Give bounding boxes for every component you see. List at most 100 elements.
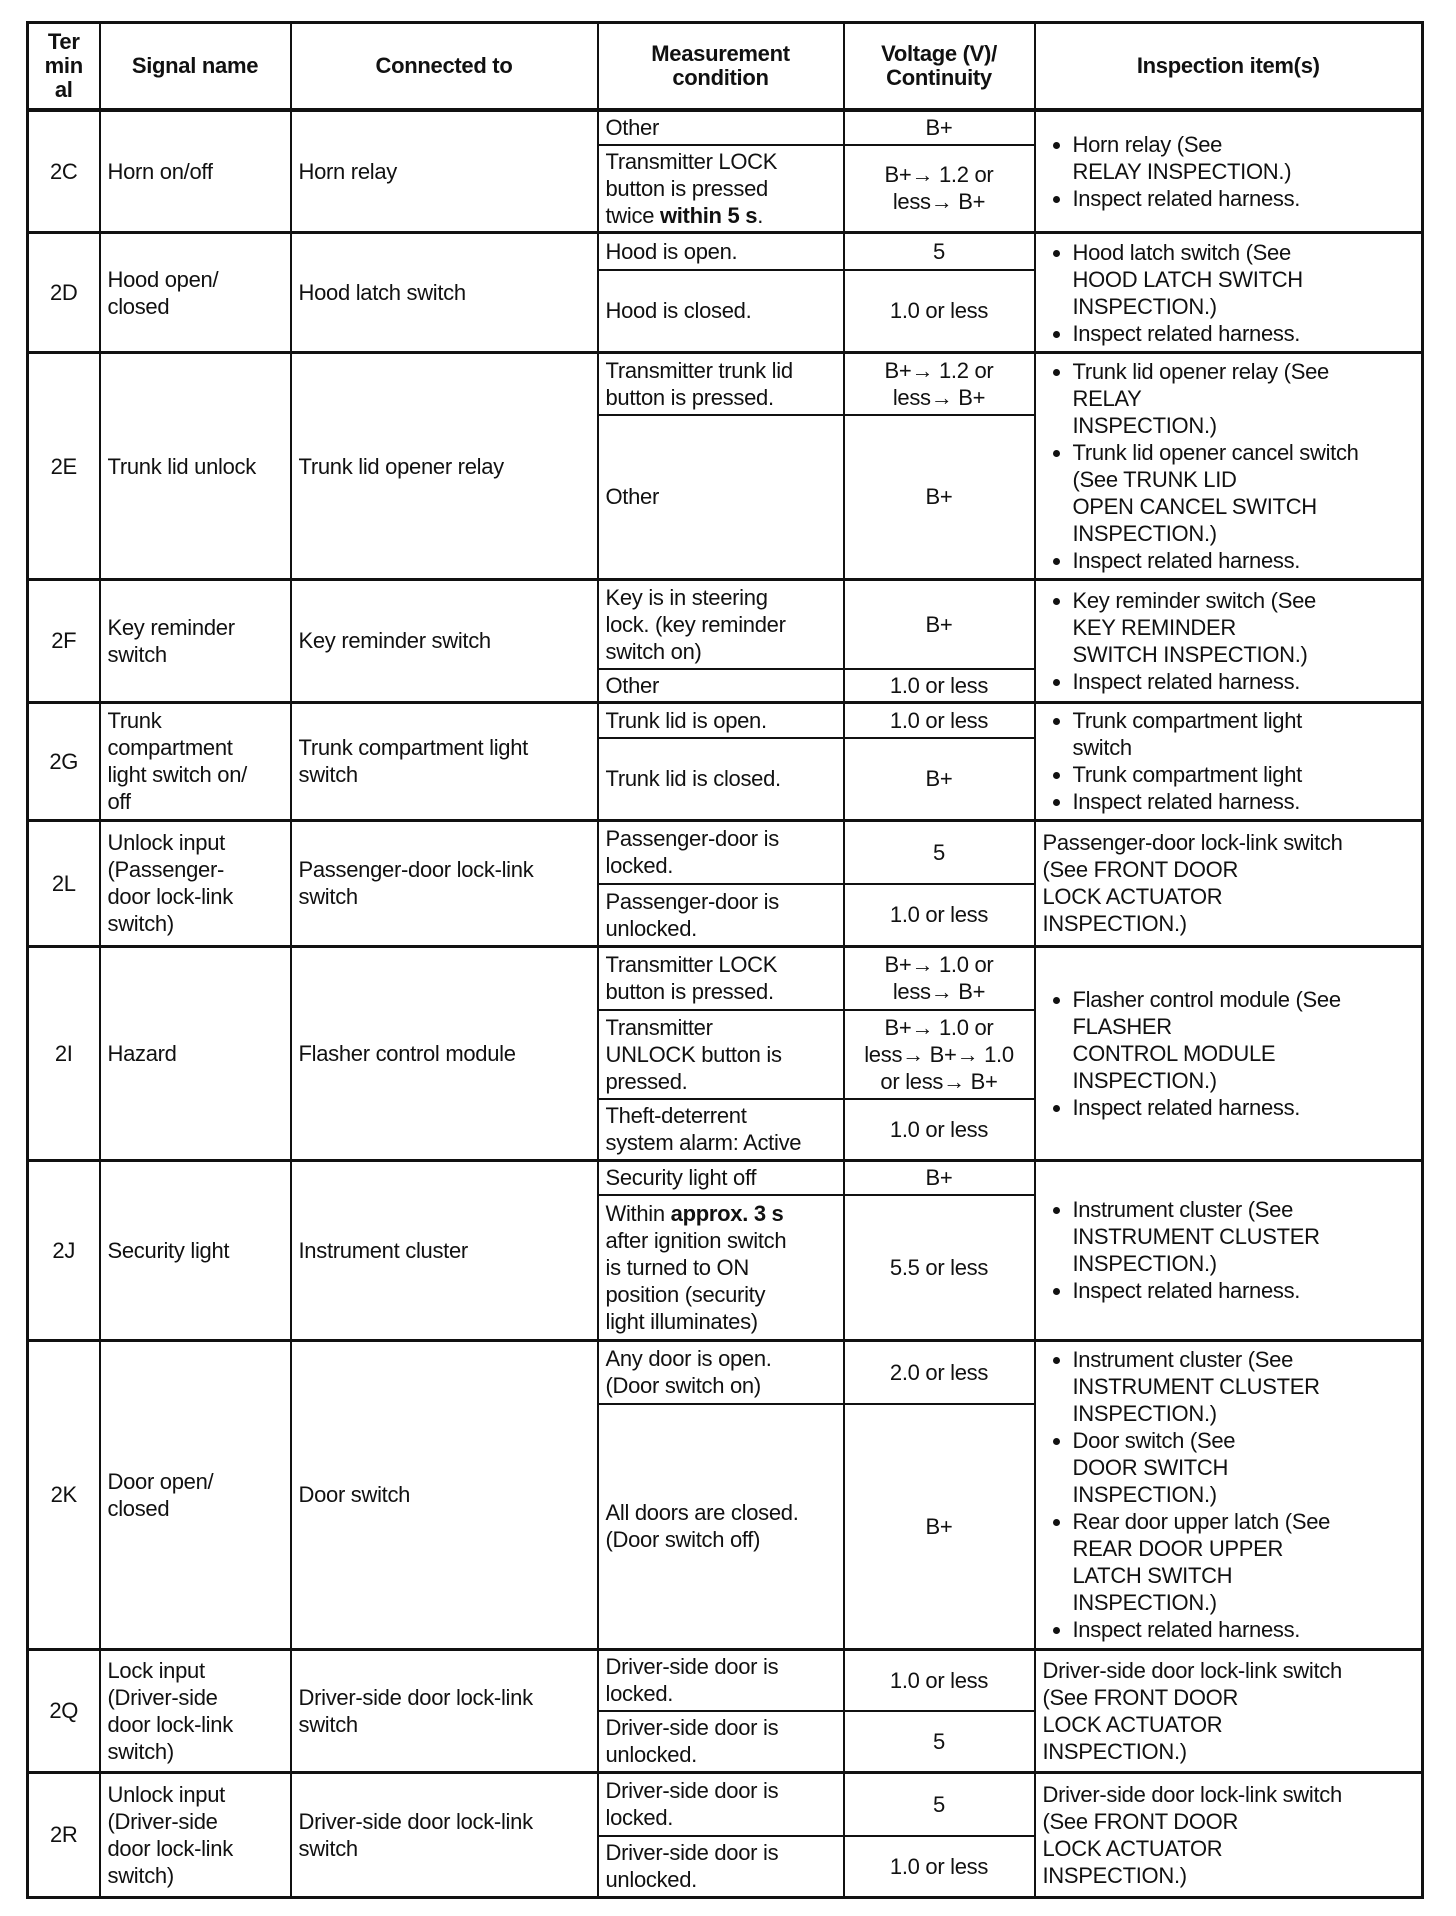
table-row: Other 1.0 or less (28, 667, 1423, 703)
measurement-condition-cell: Other (596, 413, 845, 581)
measurement-condition-cell: Other (596, 108, 845, 146)
inspection-item: Inspect related harness. (1073, 1277, 1415, 1304)
voltage-value-cell: B+→ 1.2 or less→ B+ (842, 351, 1036, 416)
header-row: Ter min al Signal name Connected to Meas… (26, 21, 1424, 112)
inspection-item: Trunk lid opener relay (See RELAY INSPEC… (1073, 358, 1415, 439)
voltage-value-cell: 1.0 or less (842, 268, 1036, 354)
table-row: 2R Unlock input (Driver-side door lock-li… (26, 1770, 1424, 1898)
table-row: 2I Hazard Flasher control module Transmitte… (26, 944, 1424, 1161)
voltage-value-cell: 5 (842, 1770, 1036, 1837)
voltage-value-cell: B+→ 1.0 or less→ B+→ 1.0 or less→ B+ (842, 1009, 1036, 1100)
inspection-list: Horn relay (See RELAY INSPECTION.)Inspec… (1043, 131, 1415, 212)
signal-name-cell: Unlock input (Passenger- door lock-link … (98, 818, 292, 947)
inspection-item: Trunk lid opener cancel switch (See TRUN… (1073, 439, 1415, 547)
inspection-items-cell: Instrument cluster (See INSTRUMENT CLUST… (1033, 1338, 1424, 1650)
bold-text: within 5 s (659, 202, 758, 228)
voltage-value-cell: B+ (842, 108, 1036, 146)
terminal-cell: 2Q (26, 1647, 101, 1773)
table-row: 2F Key reminder switch Key reminder switch… (26, 578, 1424, 703)
terminal-cell: 2D (26, 231, 101, 354)
measurement-condition-cell: Passenger-door is unlocked. (596, 883, 845, 947)
signal-name-cell: Hood open/ closed (98, 231, 292, 354)
voltage-value-cell: 1.0 or less (842, 1835, 1036, 1898)
connected-to-cell: Key reminder switch (289, 578, 599, 703)
inspection-items-cell: Passenger-door lock-link switch (See FRO… (1033, 818, 1424, 947)
inspection-item: Inspect related harness. (1073, 547, 1415, 574)
inspection-item: Trunk compartment light switch (1073, 707, 1415, 761)
inspection-list: Trunk lid opener relay (See RELAY INSPEC… (1043, 358, 1415, 574)
connected-to-cell: Flasher control module (289, 944, 599, 1161)
inspection-items-cell: Hood latch switch (See HOOD LATCH SWITCH… (1033, 231, 1424, 354)
table-row: 2E Trunk lid unlock Trunk lid opener relay… (26, 351, 1424, 581)
inspection-item: Inspect related harness. (1073, 320, 1415, 347)
terminal-cell: 2L (26, 818, 101, 947)
measurement-condition-cell: Security light off (596, 1158, 845, 1196)
inspection-item: Instrument cluster (See INSTRUMENT CLUST… (1073, 1196, 1415, 1277)
table-row: Transmitter LOCK button is pressed twice… (28, 143, 1423, 234)
measurement-condition-cell: Driver-side door is locked. (596, 1770, 845, 1837)
inspection-list: Key reminder switch (See KEY REMINDER SW… (1043, 587, 1415, 695)
table-row: 2Q Lock input (Driver-side door lock-link… (26, 1647, 1424, 1773)
connected-to-cell: Door switch (289, 1338, 599, 1650)
terminal-cell: 2J (26, 1158, 101, 1341)
table-row: 2G Trunk compartment light switch on/ off… (26, 700, 1424, 821)
terminal-cell: 2C (26, 108, 101, 234)
measurement-condition-cell: Transmitter trunk lid button is pressed. (596, 351, 845, 416)
signal-name-cell: Key reminder switch (98, 578, 292, 703)
signal-name-cell: Door open/ closed (98, 1338, 292, 1650)
voltage-value-cell: B+→ 1.2 or less→ B+ (842, 143, 1036, 234)
connected-to-cell: Passenger-door lock-link switch (289, 818, 599, 947)
header-inspection-items: Inspection item(s) (1033, 21, 1424, 112)
connected-to-cell: Trunk compartment light switch (289, 700, 599, 821)
inspection-list: Flasher control module (See FLASHER CONT… (1043, 986, 1415, 1121)
voltage-value-cell: 1.0 or less (842, 1647, 1036, 1712)
table-row: Other B+ (28, 413, 1423, 581)
measurement-condition-cell: Trunk lid is closed. (596, 737, 845, 821)
inspection-items-cell: Key reminder switch (See KEY REMINDER SW… (1033, 578, 1424, 703)
header-connected-to: Connected to (289, 21, 599, 112)
voltage-value-cell: B+ (842, 578, 1036, 670)
measurement-condition-cell: Hood is open. (596, 231, 845, 271)
table-row: Driver-side door is unlocked. 1.0 or less (28, 1835, 1423, 1898)
table-row: Within approx. 3 s after ignition switch… (28, 1194, 1423, 1341)
signal-name-cell: Trunk lid unlock (98, 351, 292, 581)
header-signal-name: Signal name (98, 21, 292, 112)
measurement-condition-cell: Key is in steering lock. (key reminder s… (596, 578, 845, 670)
signal-name-cell: Hazard (98, 944, 292, 1161)
header-voltage-continuity: Voltage (V)/ Continuity (842, 21, 1036, 112)
table-row: 2K Door open/ closed Door switch Any door i… (26, 1338, 1424, 1650)
condition-text: Other (605, 115, 660, 140)
inspection-item: Rear door upper latch (See REAR DOOR UPP… (1073, 1508, 1415, 1616)
voltage-value-cell: B+ (842, 1403, 1036, 1650)
connected-to-cell: Trunk lid opener relay (289, 351, 599, 581)
condition-text: Other (605, 484, 660, 510)
voltage-value-cell: 5 (842, 818, 1036, 885)
inspection-list: Hood latch switch (See HOOD LATCH SWITCH… (1043, 239, 1415, 347)
inspection-items-cell: Instrument cluster (See INSTRUMENT CLUST… (1033, 1158, 1424, 1341)
terminal-cell: 2G (26, 700, 101, 821)
terminal-cell: 2R (26, 1770, 101, 1898)
condition-text: Driver-side door is locked. (605, 1654, 779, 1707)
inspection-item: Flasher control module (See FLASHER CONT… (1073, 986, 1415, 1094)
table-row: All doors are closed. (Door switch off) B… (28, 1403, 1423, 1650)
voltage-value-cell: B+ (842, 737, 1036, 821)
condition-text: Driver-side door is unlocked. (605, 1840, 779, 1893)
voltage-value-cell: 5 (842, 231, 1036, 271)
condition-text: Trunk lid is closed. (605, 766, 782, 792)
table-row: 2J Security light Instrument cluster Securi… (26, 1158, 1424, 1341)
inspection-item: Inspect related harness. (1073, 788, 1415, 815)
inspection-items-cell: Horn relay (See RELAY INSPECTION.)Inspec… (1033, 108, 1424, 234)
table-row: 2L Unlock input (Passenger- door lock-lin… (26, 818, 1424, 947)
measurement-condition-cell: Hood is closed. (596, 268, 845, 354)
inspection-items-cell: Trunk lid opener relay (See RELAY INSPEC… (1033, 351, 1424, 581)
connected-to-cell: Horn relay (289, 108, 599, 234)
condition-text: Transmitter trunk lid button is pressed. (605, 357, 794, 410)
condition-text: Security light off (605, 1165, 757, 1191)
condition-text: Transmitter LOCK button is pressed. (605, 952, 778, 1005)
condition-text: . (757, 202, 763, 228)
inspection-item: Horn relay (See RELAY INSPECTION.) (1073, 131, 1415, 185)
condition-text: Trunk lid is open. (605, 707, 768, 733)
